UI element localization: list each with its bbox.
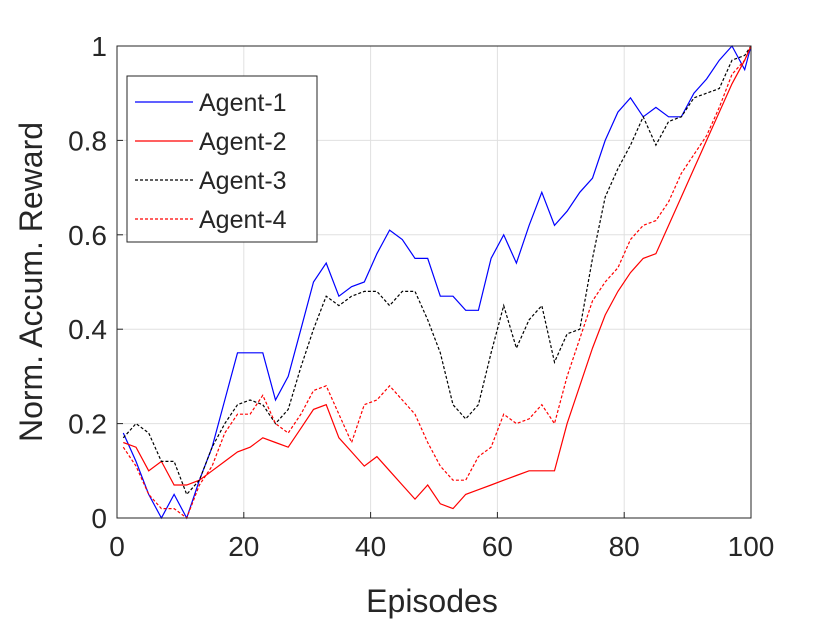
legend-label: Agent-3: [199, 167, 287, 195]
legend-box: [126, 75, 318, 243]
plot-frame: [116, 45, 752, 519]
x-axis-label: Episodes: [366, 583, 498, 619]
x-tick-label: 100: [728, 531, 775, 562]
x-tick-label: 80: [609, 531, 640, 562]
y-tick-label: 0.2: [68, 409, 107, 440]
series-line: [122, 44, 752, 520]
x-tick-label: 20: [228, 531, 259, 562]
y-tick-label: 0.8: [68, 125, 107, 156]
x-tick-label: 40: [355, 531, 386, 562]
legend-label: Agent-4: [199, 206, 287, 234]
legend-label: Agent-2: [199, 128, 287, 156]
y-tick-label: 0.4: [68, 314, 107, 345]
series-line: [123, 45, 752, 510]
y-tick-label: 0: [91, 503, 107, 534]
x-tick-label: 60: [482, 531, 513, 562]
x-tick-label: 0: [109, 531, 125, 562]
y-axis-label: Norm. Accum. Reward: [13, 122, 49, 442]
y-tick-label: 0.6: [68, 220, 107, 251]
legend-label: Agent-1: [199, 89, 287, 117]
series-line: [122, 45, 752, 496]
y-tick-label: 1: [91, 31, 107, 62]
series-line: [122, 45, 752, 519]
legend: Agent-1 Agent-2 Agent-3 Agent-4: [126, 75, 318, 243]
